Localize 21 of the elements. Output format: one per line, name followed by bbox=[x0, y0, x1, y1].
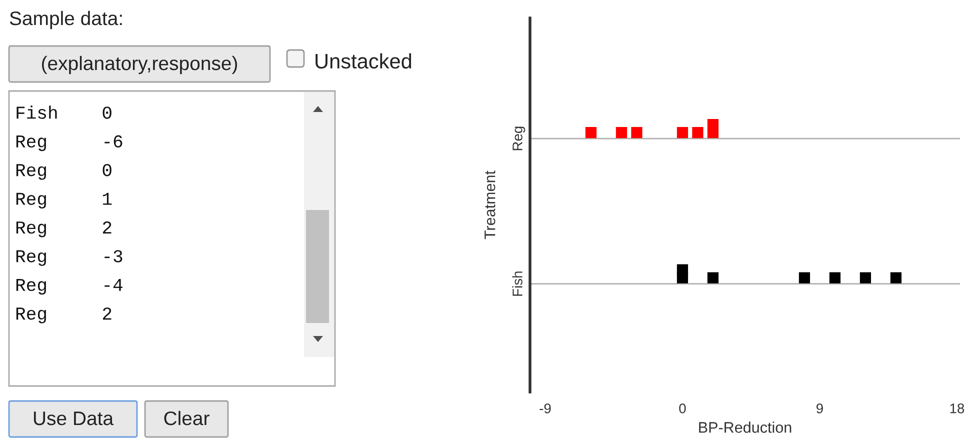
text: Reg -6 bbox=[16, 135, 122, 152]
x-tick-label: 18 bbox=[950, 403, 964, 414]
y-axis-title: Treatment bbox=[484, 170, 496, 240]
x-tick-label: -9 bbox=[540, 403, 551, 414]
text: Reg 2 bbox=[16, 221, 112, 238]
text: Reg 1 bbox=[16, 192, 112, 209]
text: Reg -4 bbox=[16, 278, 122, 295]
y-tick-label: Fish bbox=[512, 272, 522, 296]
text: Unstacked bbox=[316, 53, 412, 69]
text: Clear bbox=[164, 410, 210, 426]
text: Reg 0 bbox=[16, 164, 112, 180]
text: Reg 2 bbox=[16, 307, 112, 324]
x-tick-label: 0 bbox=[679, 403, 686, 414]
text: Sample data: bbox=[10, 10, 122, 30]
text: Fish 0 bbox=[16, 106, 112, 119]
y-tick-label: Reg bbox=[512, 126, 526, 150]
text: Use Data bbox=[34, 412, 114, 426]
text: Reg -3 bbox=[16, 250, 122, 266]
x-axis-title: BP-Reduction bbox=[699, 422, 792, 433]
text: (explanatory,response) bbox=[42, 56, 238, 74]
x-tick-label: 9 bbox=[816, 403, 823, 414]
